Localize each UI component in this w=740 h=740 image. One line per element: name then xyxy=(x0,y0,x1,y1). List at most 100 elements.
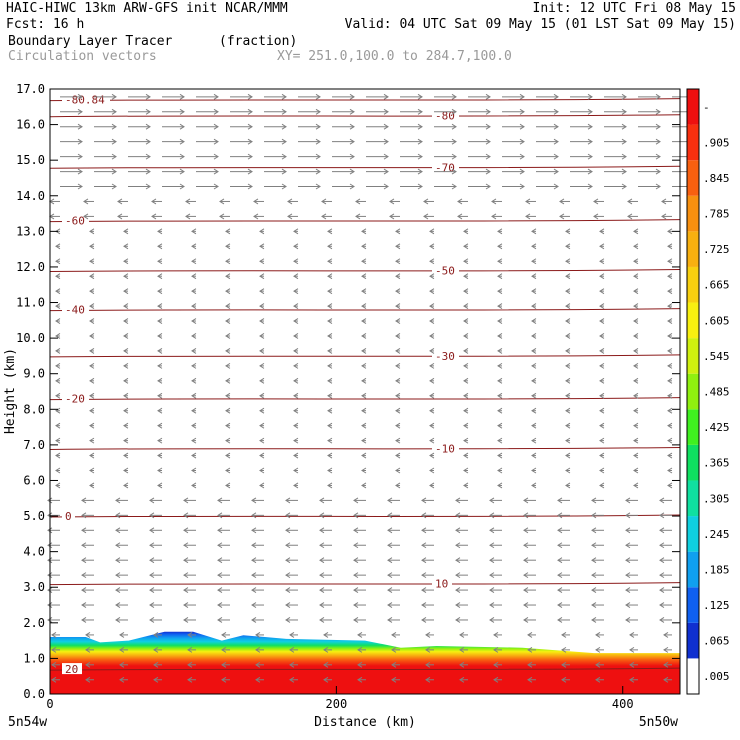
wind-vector-arrowhead xyxy=(251,557,257,564)
wind-vector-arrowhead xyxy=(429,258,435,265)
wind-vector-arrowhead xyxy=(225,258,231,265)
wind-vector-arrowhead xyxy=(421,617,427,623)
wind-vector-arrowhead xyxy=(353,617,359,623)
wind-vector-arrowhead xyxy=(81,617,87,623)
wind-vector-arrowhead xyxy=(523,497,529,504)
wind-vector-arrowhead xyxy=(349,183,355,190)
wind-vector-arrowhead xyxy=(361,437,367,444)
wind-vector-arrowhead xyxy=(55,348,61,354)
wind-vector-arrowhead xyxy=(247,183,253,190)
wind-vector-arrowhead xyxy=(497,318,503,324)
wind-vector-arrowhead xyxy=(191,377,197,384)
wind-vector-arrowhead xyxy=(667,392,673,399)
wind-vector-arrowhead xyxy=(621,93,627,100)
wind-vector-arrowhead xyxy=(293,422,299,429)
wind-vector-arrowhead xyxy=(463,362,469,369)
wind-vector-arrowhead xyxy=(255,632,261,638)
wind-vector-arrowhead xyxy=(485,183,491,190)
wind-vector-arrowhead xyxy=(349,153,355,160)
wind-vector-arrowhead xyxy=(327,482,333,489)
wind-vector-arrowhead xyxy=(55,467,61,474)
wind-vector-arrowhead xyxy=(259,422,265,429)
wind-vector-arrowhead xyxy=(421,512,427,519)
wind-vector-arrowhead xyxy=(85,632,91,638)
wind-vector-arrowhead xyxy=(455,572,461,579)
wind-vector-arrowhead xyxy=(225,362,231,369)
wind-vector-arrowhead xyxy=(259,288,265,295)
wind-vector-arrowhead xyxy=(89,482,95,489)
contour-label: 10 xyxy=(435,578,448,591)
wind-vector-arrowhead xyxy=(55,318,61,324)
wind-vector-arrowhead xyxy=(489,527,495,534)
wind-vector-arrowhead xyxy=(55,437,61,444)
wind-vector-arrowhead xyxy=(327,362,333,369)
wind-vector-arrowhead xyxy=(421,602,427,608)
wind-vector-arrowhead xyxy=(179,123,185,130)
wind-vector-arrowhead xyxy=(145,183,151,190)
contour-label: -30 xyxy=(435,350,455,363)
wind-vector-arrowhead xyxy=(115,542,121,549)
wind-vector-arrowhead xyxy=(89,377,95,384)
wind-vector-arrowhead xyxy=(463,407,469,414)
wind-vector-arrowhead xyxy=(319,617,325,623)
wind-vector-arrowhead xyxy=(213,183,219,190)
wind-vector-arrowhead xyxy=(89,437,95,444)
wind-vector-arrowhead xyxy=(89,288,95,295)
wind-vector-arrowhead xyxy=(429,303,435,310)
wind-vector-arrowhead xyxy=(655,183,661,190)
wind-vector-arrowhead xyxy=(251,617,257,623)
wind-vector-arrowhead xyxy=(621,138,627,145)
y-tick-label: 6.0 xyxy=(23,473,45,487)
wind-vector-arrowhead xyxy=(289,676,295,683)
colorbar-label: .605 xyxy=(703,314,730,327)
wind-vector-arrowhead xyxy=(361,288,367,295)
wind-vector-arrowhead xyxy=(153,632,159,638)
wind-vector-arrowhead xyxy=(55,333,61,339)
wind-vector-arrowhead xyxy=(633,482,639,489)
colorbar-label: - xyxy=(703,101,710,114)
wind-vector-arrowhead xyxy=(259,437,265,444)
wind-vector-arrowhead xyxy=(47,557,53,564)
wind-vector-arrowhead xyxy=(157,377,163,384)
wind-vector-arrowhead xyxy=(123,303,129,310)
wind-vector-arrowhead xyxy=(361,273,367,280)
wind-vector-arrowhead xyxy=(225,333,231,339)
wind-vector-arrowhead xyxy=(523,572,529,579)
x-end-label-right: 5n50w xyxy=(639,715,678,730)
wind-vector-arrowhead xyxy=(149,527,155,534)
wind-vector-arrowhead xyxy=(599,243,605,250)
wind-vector-arrowhead xyxy=(225,303,231,310)
wind-vector-arrowhead xyxy=(531,452,537,459)
wind-vector-arrowhead xyxy=(287,198,293,205)
wind-vector-arrowhead xyxy=(463,303,469,310)
wind-vector-arrowhead xyxy=(157,333,163,339)
wind-vector-arrowhead xyxy=(621,123,627,130)
wind-vector-arrowhead xyxy=(565,318,571,324)
wind-vector-arrowhead xyxy=(531,303,537,310)
wind-vector-arrowhead xyxy=(659,512,665,519)
wind-vector-arrowhead xyxy=(213,153,219,160)
wind-vector-arrowhead xyxy=(255,646,261,653)
wind-vector-arrowhead xyxy=(621,183,627,190)
wind-vector-arrowhead xyxy=(663,661,669,668)
wind-vector-arrowhead xyxy=(593,213,599,220)
wind-vector-arrowhead xyxy=(213,168,219,175)
temperature-contour xyxy=(49,93,681,105)
wind-vector-arrowhead xyxy=(51,632,57,638)
wind-vector-arrowhead xyxy=(157,243,163,250)
wind-vector-arrowhead xyxy=(315,123,321,130)
wind-vector-arrowhead xyxy=(183,617,189,623)
colorbar-label: .245 xyxy=(703,528,730,541)
wind-vector-arrowhead xyxy=(225,482,231,489)
wind-vector-arrowhead xyxy=(383,138,389,145)
wind-vector-arrowhead xyxy=(457,198,463,205)
wind-vector-arrowhead xyxy=(497,228,503,235)
wind-vector-arrowhead xyxy=(247,93,253,100)
wind-vector-arrowhead xyxy=(659,542,665,549)
wind-vector-arrowhead xyxy=(429,437,435,444)
wind-vector-arrowhead xyxy=(355,198,361,205)
wind-vector-arrowhead xyxy=(463,318,469,324)
wind-vector-arrowhead xyxy=(561,632,567,638)
wind-vector-arrowhead xyxy=(259,392,265,399)
wind-vector-arrowhead xyxy=(565,482,571,489)
